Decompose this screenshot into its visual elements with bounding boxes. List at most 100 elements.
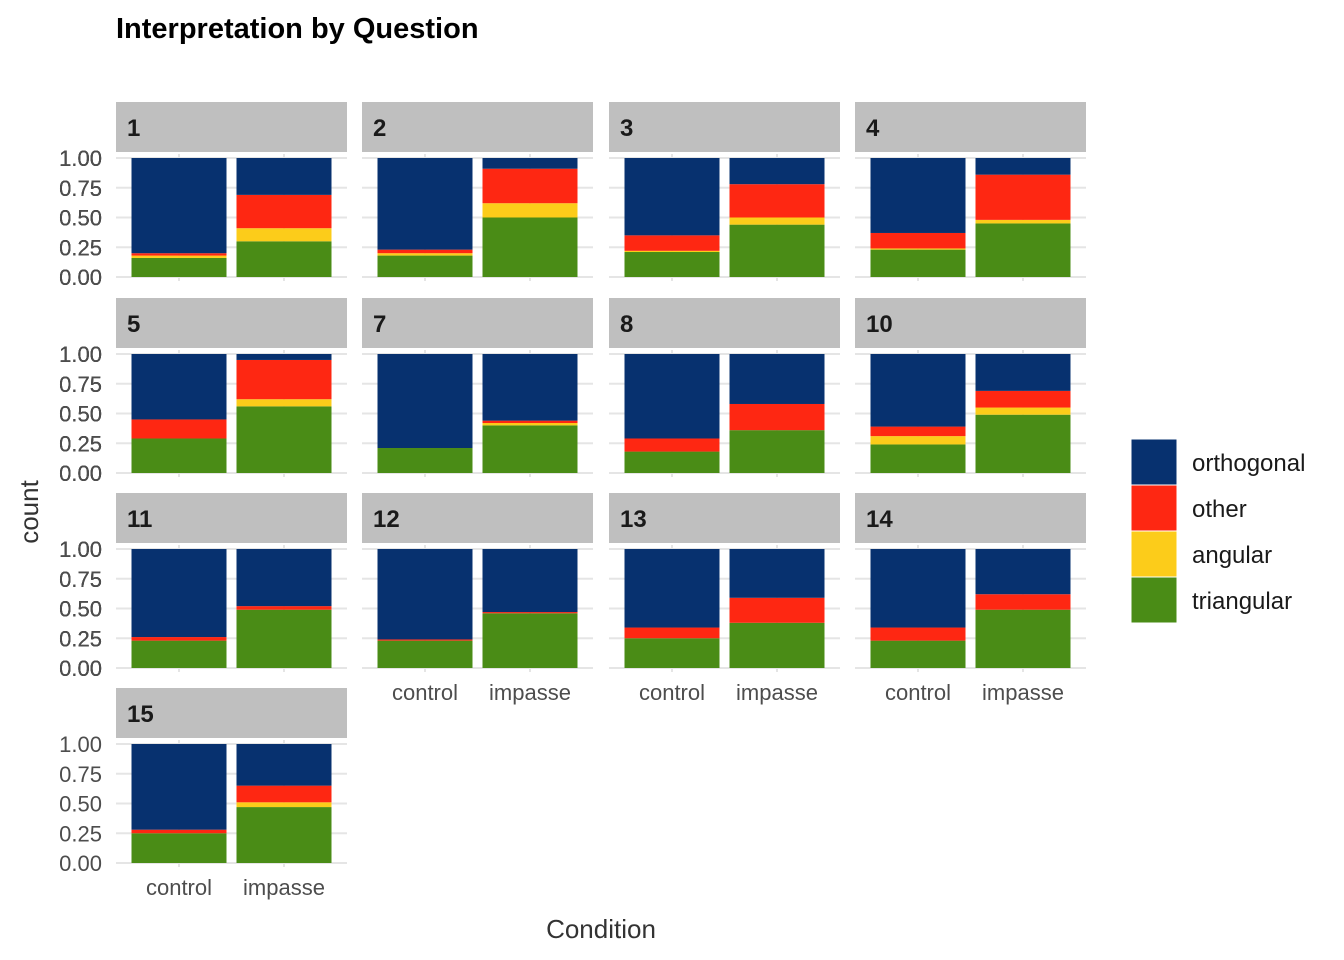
y-tick-label: 0.00 (59, 461, 102, 486)
facet-strip (116, 298, 347, 348)
y-tick-label: 0.75 (59, 567, 102, 592)
bar-segment-other (870, 426, 966, 437)
bar-segment-orthogonal (975, 158, 1071, 175)
y-tick-label: 0.25 (59, 235, 102, 260)
facet-panel-4: 4 0.00 0.25 0.50 0.75 1.00 (59, 102, 1086, 290)
bar-segment-angular (236, 228, 332, 242)
facet-strip-label: 15 (127, 701, 154, 728)
y-tick-label: 0.75 (59, 372, 102, 397)
bar-segment-other (131, 829, 227, 834)
facet-panel-5: 5 0.00 0.25 0.50 0.75 1.00 (59, 298, 347, 486)
bar-segment-orthogonal (975, 354, 1071, 391)
y-tick-label: 0.25 (59, 431, 102, 456)
y-tick-label: 0.50 (59, 206, 102, 231)
legend-key-triangular (1130, 576, 1178, 624)
x-tick-label: impasse (736, 680, 818, 705)
y-tick-label: 1.00 (59, 342, 102, 367)
bar-segment-other (131, 419, 227, 439)
y-tick-label: 0.75 (59, 176, 102, 201)
y-tick-label: 1.00 (59, 146, 102, 171)
y-tick-label: 0.25 (59, 235, 102, 260)
y-tick-label: 0.75 (59, 567, 102, 592)
y-tick-label: 1.00 (59, 537, 102, 562)
bar-segment-orthogonal (236, 354, 332, 360)
facet-strip (116, 688, 347, 738)
bar-segment-angular (729, 217, 825, 225)
facet-strip-label: 5 (127, 311, 140, 338)
bar-segment-triangular (870, 249, 966, 277)
bar-segment-triangular (236, 241, 332, 277)
bar-segment-triangular (975, 223, 1071, 277)
y-tick-label: 0.00 (59, 461, 102, 486)
facet-strip-label: 4 (866, 115, 880, 142)
bar-segment-orthogonal (131, 158, 227, 254)
facet-panel-13: 13 0.00 0.25 0.50 0.75 1.00 control impasse (59, 493, 840, 705)
bar-segment-triangular (482, 613, 578, 668)
facet-strip (362, 102, 593, 152)
bar-segment-angular (870, 436, 966, 445)
x-tick-label: control (885, 680, 951, 705)
facet-panel-8: 8 0.00 0.25 0.50 0.75 1.00 (59, 298, 840, 486)
bar-segment-other (236, 606, 332, 610)
facet-panel-3: 3 0.00 0.25 0.50 0.75 1.00 (59, 102, 840, 290)
bar-segment-orthogonal (729, 158, 825, 185)
bar-segment-triangular (729, 224, 825, 277)
bar-segment-other (624, 627, 720, 639)
bar-segment-triangular (729, 430, 825, 473)
facet-strip (855, 102, 1086, 152)
bar-segment-other (870, 627, 966, 641)
bar-segment-other (729, 403, 825, 431)
facet-strip (609, 102, 840, 152)
y-tick-label: 0.75 (59, 567, 102, 592)
bar-segment-angular (377, 253, 473, 256)
bar-segment-orthogonal (236, 158, 332, 195)
bar-segment-orthogonal (624, 549, 720, 628)
facet-panel-10: 10 0.00 0.25 0.50 0.75 1.00 (59, 298, 1086, 486)
facet-strip (609, 298, 840, 348)
y-tick-label: 0.75 (59, 372, 102, 397)
y-tick-label: 1.00 (59, 342, 102, 367)
y-tick-label: 0.75 (59, 176, 102, 201)
x-tick-label: impasse (489, 680, 571, 705)
bar-segment-other (482, 612, 578, 614)
facet-strip (362, 298, 593, 348)
bar-segment-orthogonal (870, 158, 966, 233)
bar-segment-triangular (236, 807, 332, 863)
y-tick-label: 0.25 (59, 626, 102, 651)
x-tick-label: control (146, 875, 212, 900)
bar-segment-triangular (975, 609, 1071, 668)
bar-segment-triangular (482, 425, 578, 473)
y-tick-label: 0.00 (59, 656, 102, 681)
y-tick-label: 0.25 (59, 431, 102, 456)
bar-segment-triangular (377, 640, 473, 668)
bar-segment-triangular (377, 255, 473, 277)
y-tick-label: 0.00 (59, 461, 102, 486)
legend-key-angular (1130, 530, 1178, 578)
facet-strip (855, 298, 1086, 348)
y-tick-label: 0.25 (59, 235, 102, 260)
y-tick-label: 0.50 (59, 597, 102, 622)
facet-strip (116, 493, 347, 543)
bar-segment-angular (131, 255, 227, 258)
y-tick-label: 0.75 (59, 567, 102, 592)
bar-segment-angular (624, 250, 720, 253)
y-tick-label: 0.50 (59, 402, 102, 427)
facet-panel-11: 11 0.00 0.25 0.50 0.75 1.00 (59, 493, 347, 681)
y-tick-label: 0.50 (59, 206, 102, 231)
bar-segment-orthogonal (870, 549, 966, 628)
bar-segment-orthogonal (624, 158, 720, 236)
bar-segment-triangular (624, 252, 720, 277)
y-tick-label: 0.50 (59, 597, 102, 622)
facet-strip-label: 7 (373, 311, 386, 338)
facet-panel-1: 1 0.00 0.25 0.50 0.75 1.00 (59, 102, 347, 290)
bar-segment-triangular (236, 609, 332, 668)
bar-segment-orthogonal (482, 354, 578, 421)
bar-segment-other (729, 597, 825, 623)
y-tick-label: 0.50 (59, 597, 102, 622)
bar-segment-triangular (377, 448, 473, 473)
bar-segment-angular (975, 407, 1071, 415)
y-tick-label: 0.00 (59, 265, 102, 290)
facet-strip-label: 10 (866, 311, 893, 338)
bar-segment-other (624, 235, 720, 251)
x-tick-label: impasse (243, 875, 325, 900)
